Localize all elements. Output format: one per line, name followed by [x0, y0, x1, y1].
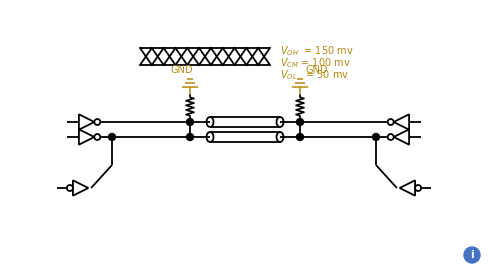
Circle shape: [372, 133, 379, 140]
Circle shape: [108, 133, 116, 140]
Circle shape: [296, 119, 303, 126]
Text: GND: GND: [305, 65, 327, 75]
Circle shape: [464, 247, 480, 263]
Circle shape: [187, 119, 194, 126]
Text: i: i: [470, 250, 474, 260]
Text: $V_{OL}$   = 50 mv: $V_{OL}$ = 50 mv: [280, 68, 349, 82]
Text: $V_{CM}$ = 100 mv: $V_{CM}$ = 100 mv: [280, 56, 351, 70]
Text: GND: GND: [170, 65, 193, 75]
Text: $V_{OH}$  = 150 mv: $V_{OH}$ = 150 mv: [280, 44, 354, 58]
Circle shape: [187, 133, 194, 140]
Circle shape: [296, 133, 303, 140]
